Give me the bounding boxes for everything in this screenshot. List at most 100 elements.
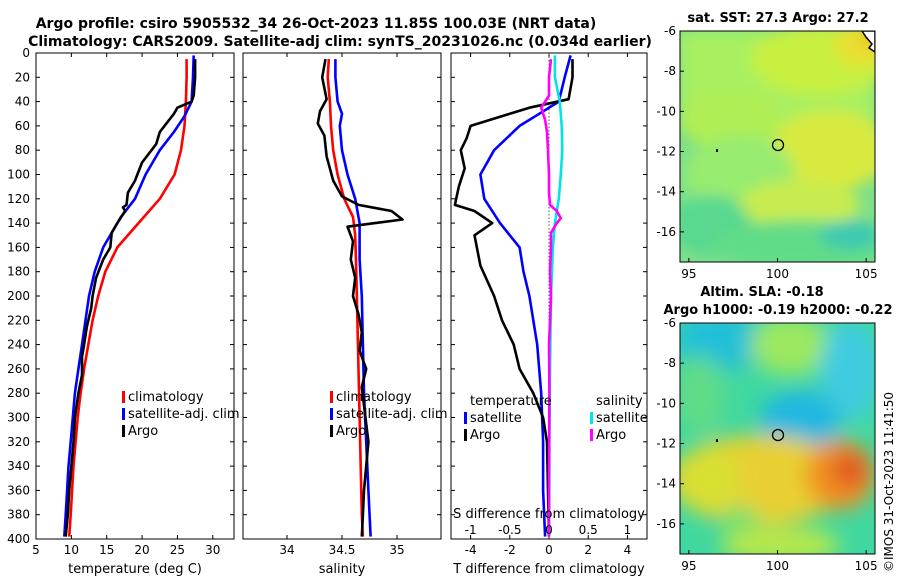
y-tick-label: 40 [15,95,30,109]
y-tick-label: 180 [7,265,30,279]
legend-label: Argo [336,424,366,439]
x-tick-label: -4 [465,543,477,557]
y-tick-label: 80 [15,143,30,157]
top-x-axis-label: S difference from climatology [453,507,645,522]
legend-swatch [330,408,333,420]
series-line-s-argo [539,58,563,537]
legend-label: satellite-adj. clim [128,407,240,422]
x-tick-label: 2 [584,543,592,557]
series-line-t-satellite [479,55,572,537]
sst-map-title: sat. SST: 27.3 Argo: 27.2 [687,11,868,26]
y-tick-label: 400 [7,532,30,546]
x-tick-label: 10 [64,543,79,557]
figure-title-line2: Climatology: CARS2009. Satellite-adj cli… [28,34,652,50]
legend-label: Argo [470,428,500,443]
y-tick-label: 120 [7,192,30,206]
difference-panel: -4 -2 0 2 4 T difference from climatology temp… [450,52,648,577]
sst-map: sat. SST: 27.3 Argo: 27.2 95 100 105 -6 -8 -1… [656,11,877,281]
x-tick-label: 34 [279,543,294,557]
x-tick-label: 95 [681,559,696,573]
y-tick-label: 140 [7,216,30,230]
top-x-tick-label: -0.5 [498,523,521,537]
x-tick-label: 105 [855,559,878,573]
temperature-panel: 0 20 40 60 80 100 120 140 160 180 200 220 240 260 280 3… [7,46,240,577]
x-tick-label: 100 [766,559,789,573]
legend-swatch [464,429,467,441]
x-axis-label: temperature (deg C) [68,562,202,577]
y-tick-label: -10 [656,104,676,118]
x-axis-label: salinity [319,562,366,577]
legend-swatch [590,429,593,441]
y-tick-label: 220 [7,313,30,327]
legend-swatch [330,391,333,403]
top-x-tick-label: 0.5 [579,523,598,537]
y-tick-label: 300 [7,411,30,425]
x-axis-label: T difference from climatology [452,562,645,577]
legend-label: satellite [596,411,648,426]
x-tick-label: 20 [134,543,149,557]
y-tick-label: 260 [7,362,30,376]
sla-profile-location-marker [771,428,785,442]
x-tick-label: 4 [624,543,632,557]
series-line-satellite-adj-clim [63,55,195,537]
y-tick-label: -6 [664,316,676,330]
x-tick-label: 34.5 [329,543,356,557]
top-x-tick-label: -1 [465,523,477,537]
series-line-argo [316,58,404,537]
series-line-climatology [67,59,188,537]
y-tick-label: 380 [7,508,30,522]
x-tick-label: 35 [389,543,404,557]
x-tick-label: 5 [32,543,40,557]
legend-label: satellite [470,411,522,426]
x-tick-label: 100 [766,267,789,281]
legend-label: satellite-adj. clim [336,407,448,422]
axes-box [242,52,442,540]
y-tick-label: -8 [664,64,676,78]
y-tick-label: 340 [7,459,30,473]
y-tick-label: -8 [664,356,676,370]
legend-title-salinity: salinity [596,394,643,409]
series-line-climatology [326,59,365,537]
figure-title-line1: Argo profile: csiro 5905532_34 26-Oct-20… [36,16,597,32]
series-line-argo [64,59,197,537]
series-line-t-argo [453,59,574,537]
y-tick-label: 0 [22,46,30,60]
x-tick-label: 30 [205,543,220,557]
y-tick-label: 100 [7,168,30,182]
y-tick-label: 240 [7,338,30,352]
top-x-tick-label: 1 [624,523,632,537]
sla-map: Altim. SLA: -0.18 Argo h1000: -0.19 h200… [656,285,892,573]
legend-swatch [330,425,333,437]
y-tick-label: 160 [7,240,30,254]
y-tick-label: -6 [664,24,676,38]
legend-swatch [464,412,467,424]
sst-profile-location-marker [771,138,785,152]
x-tick-label: -2 [504,543,516,557]
y-tick-label: -14 [656,185,676,199]
legend-swatch [122,408,125,420]
y-tick-label: 320 [7,435,30,449]
sla-map-title-line2: Argo h1000: -0.19 h2000: -0.22 [663,303,892,318]
y-tick-label: -16 [656,517,676,531]
axes-box [35,52,235,540]
y-tick-label: 200 [7,289,30,303]
legend-swatch [122,425,125,437]
legend-label: Argo [128,424,158,439]
sla-map-title-line1: Altim. SLA: -0.18 [700,285,823,300]
y-tick-label: -14 [656,477,676,491]
y-tick-label: -12 [656,145,676,159]
x-tick-label: 0 [545,543,553,557]
y-tick-label: -16 [656,225,676,239]
y-tick-label: -10 [656,396,676,410]
y-tick-label: 60 [15,119,30,133]
x-tick-label: 15 [99,543,114,557]
x-tick-label: 95 [681,267,696,281]
y-tick-label: 360 [7,483,30,497]
x-tick-label: 25 [170,543,185,557]
legend-label: climatology [128,390,204,405]
legend-label: Argo [596,428,626,443]
salinity-panel: 34 34.5 35 salinity climatology satellite-adj… [242,52,448,577]
legend-title-temperature: temperature [470,394,552,409]
y-tick-label: 280 [7,386,30,400]
